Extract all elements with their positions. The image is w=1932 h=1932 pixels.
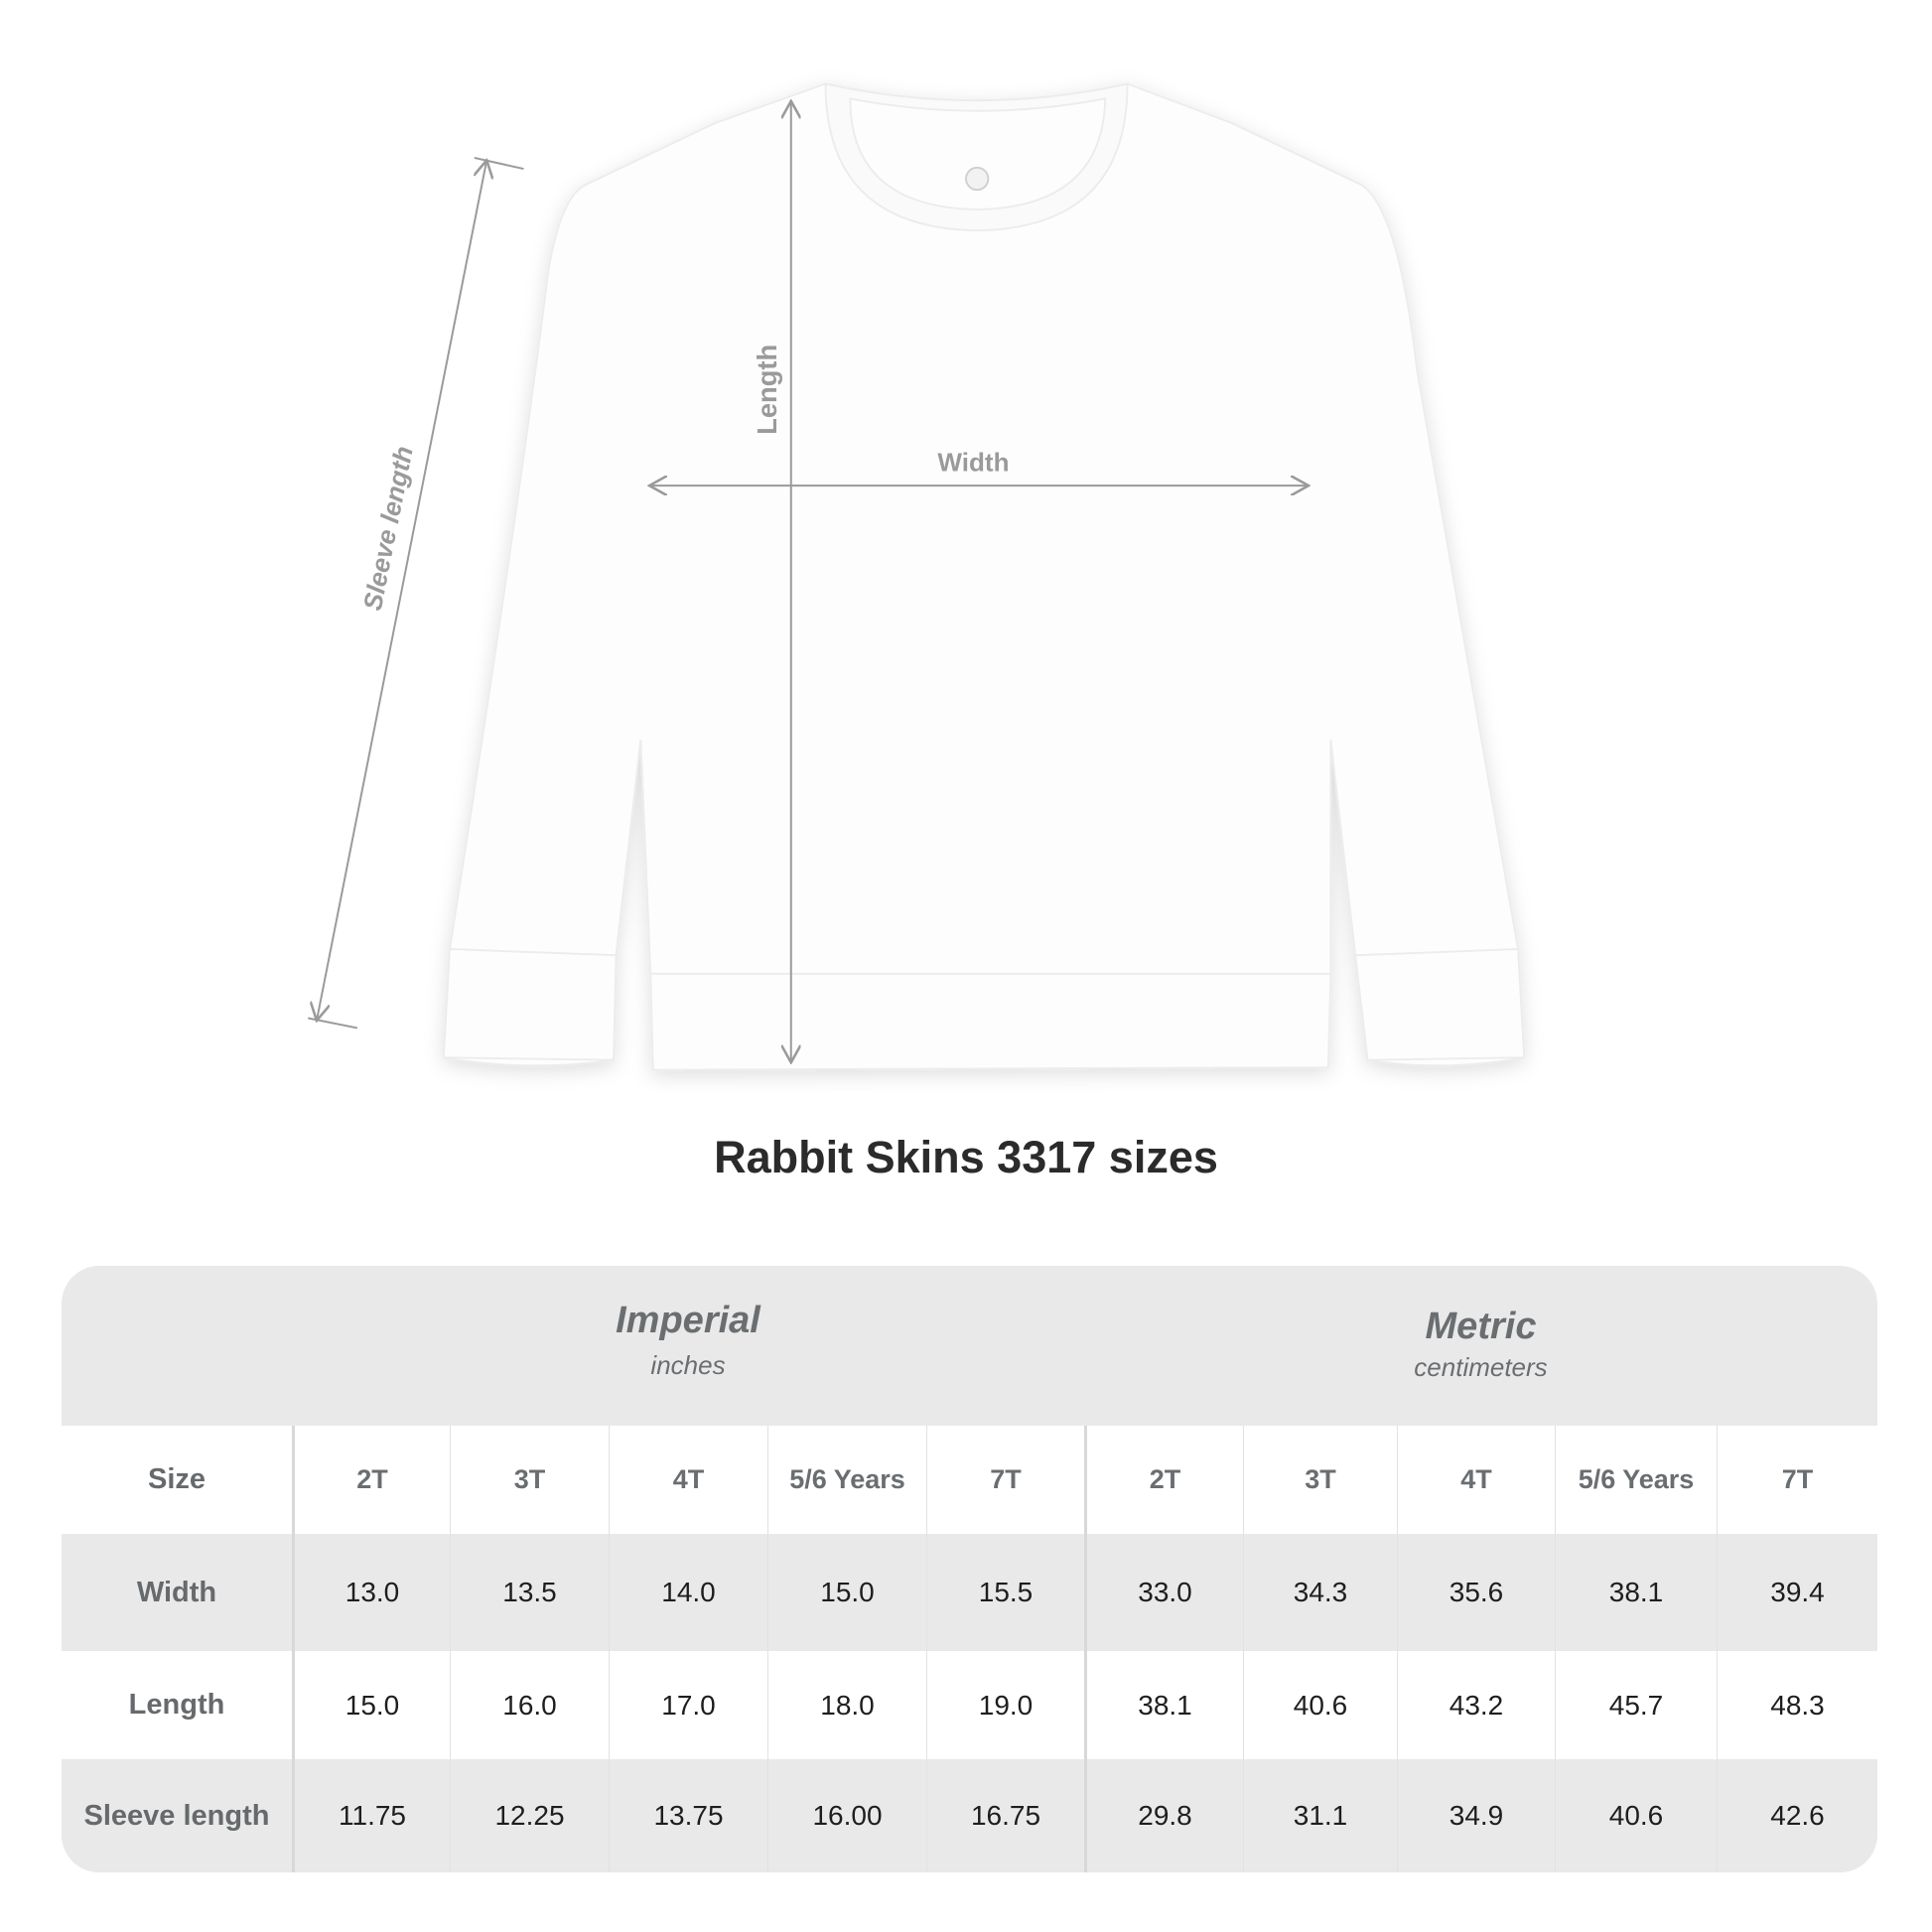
table-cell: 15.0 [292,1651,450,1759]
size-header-cell: 4T [609,1426,767,1534]
table-cell: 13.0 [292,1534,450,1651]
table-cell: 16.75 [926,1759,1084,1872]
table-cell: 17.0 [609,1651,767,1759]
size-header-cell: 2T [1084,1426,1243,1534]
imperial-group-header: Imperial inches [292,1266,1084,1426]
size-header-cell: 5/6 Years [1555,1426,1717,1534]
table-row: Length 15.0 16.0 17.0 18.0 19.0 38.1 40.6 43.2 45… [62,1651,1877,1759]
table-cell: 14.0 [609,1534,767,1651]
table-cell: 34.9 [1397,1759,1555,1872]
size-column-header: Size [147,1463,207,1495]
table-cell: 16.0 [450,1651,609,1759]
size-header-cell: 3T [450,1426,609,1534]
page-title: Rabbit Skins 3317 sizes [714,1132,1218,1182]
size-header-row: Size 2T 3T 4T 5/6 Years 7T 2T 3T 4T 5/6 Years 7T [62,1426,1877,1534]
table-cell: 38.1 [1084,1651,1243,1759]
table-cell: 16.00 [767,1759,926,1872]
table-row: Width 13.0 13.5 14.0 15.0 15.5 33.0 34.3 35.6 38.… [62,1534,1877,1651]
table-cell: 42.6 [1717,1759,1877,1872]
table-cell: 34.3 [1243,1534,1397,1651]
size-header-cell: 2T [292,1426,450,1534]
group-subtitle: centimeters [1414,1352,1548,1382]
table-cell: 35.6 [1397,1534,1555,1651]
table-cell: 13.5 [450,1534,609,1651]
table-cell: 19.0 [926,1651,1084,1759]
metric-group-header: Metric centimeters [1084,1266,1877,1426]
table-cell: 15.0 [767,1534,926,1651]
table-cell: 40.6 [1555,1759,1717,1872]
row-label: Length [128,1689,225,1721]
size-header-cell: 3T [1243,1426,1397,1534]
sweatshirt-diagram: Length Width Sleeve length [308,82,1526,1071]
sweatshirt-image [442,82,1526,1071]
table-cell: 39.4 [1717,1534,1877,1651]
size-header-cell: 7T [926,1426,1084,1534]
table-cell: 15.5 [926,1534,1084,1651]
group-subtitle: inches [650,1350,726,1380]
width-label: Width [937,447,1009,477]
table-cell: 45.7 [1555,1651,1717,1759]
table-cell: 43.2 [1397,1651,1555,1759]
table-cell: 40.6 [1243,1651,1397,1759]
table-cell: 13.75 [609,1759,767,1872]
row-label: Width [136,1576,217,1608]
table-cell: 18.0 [767,1651,926,1759]
row-label: Sleeve length [83,1799,270,1832]
length-label: Length [752,345,782,435]
table-cell: 11.75 [292,1759,450,1872]
size-header-cell: 7T [1717,1426,1877,1534]
sleeve-length-label: Sleeve length [357,444,419,614]
table-cell: 29.8 [1084,1759,1243,1872]
table-row: Sleeve length 11.75 12.25 13.75 16.00 16.75 29… [62,1759,1877,1872]
sleeve-measure-line [308,156,524,1030]
table-cell: 48.3 [1717,1651,1877,1759]
group-title: Imperial [616,1300,760,1341]
table-cell: 12.25 [450,1759,609,1872]
table-cell: 38.1 [1555,1534,1717,1651]
table-cell: 31.1 [1243,1759,1397,1872]
table-cell: 33.0 [1084,1534,1243,1651]
size-header-cell: 5/6 Years [767,1426,926,1534]
size-chart-table: Imperial inches Metric centimeters Size 2… [62,1266,1877,1872]
size-header-cell: 4T [1397,1426,1555,1534]
group-title: Metric [1425,1306,1537,1347]
